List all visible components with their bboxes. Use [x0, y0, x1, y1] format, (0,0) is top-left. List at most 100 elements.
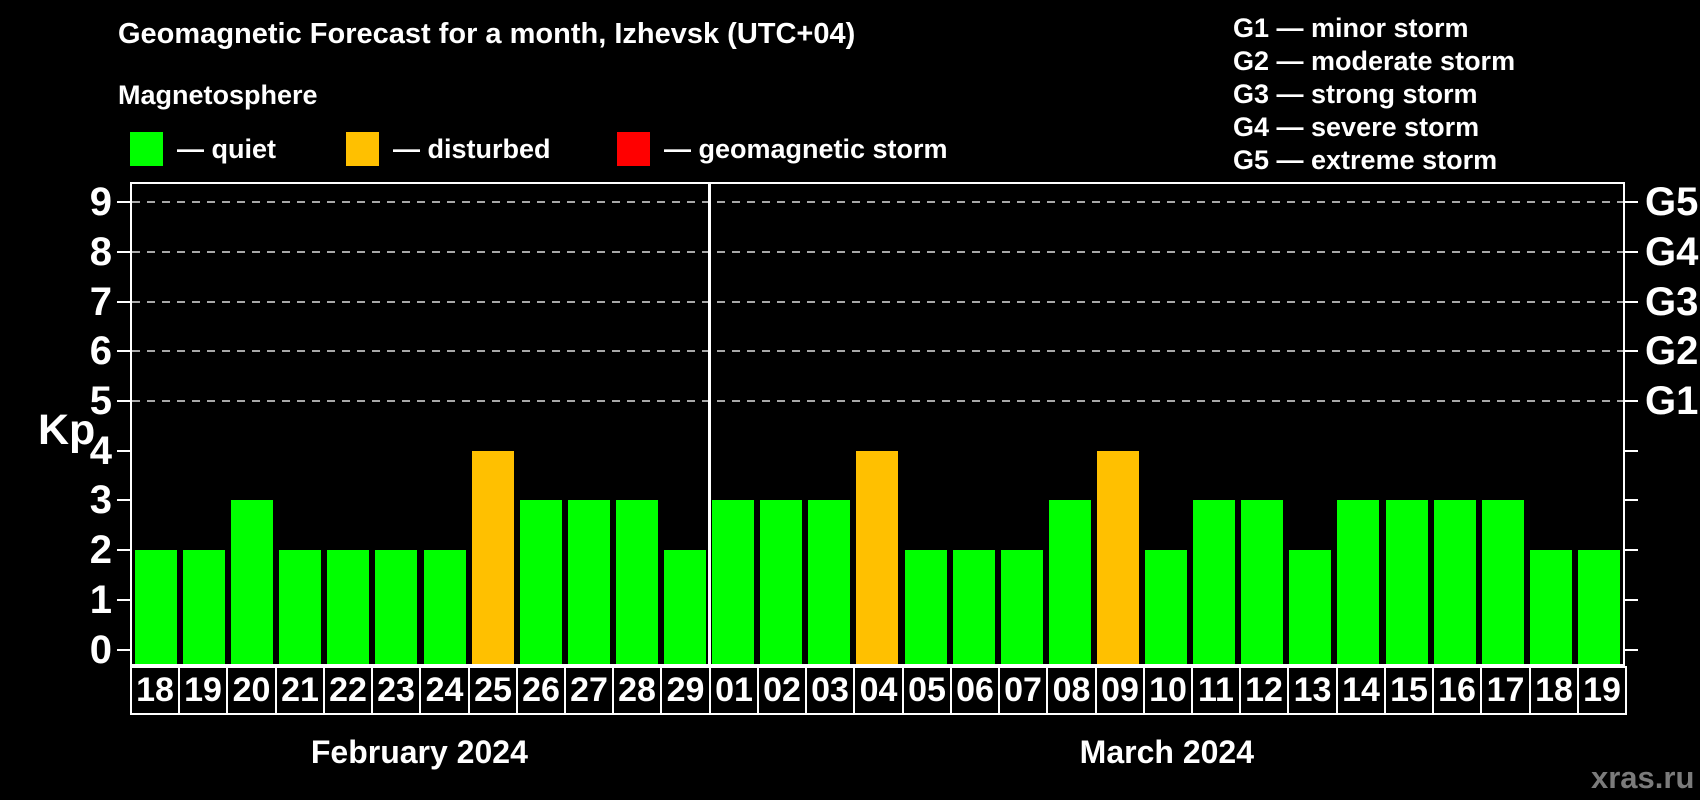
- date-cell: 29: [660, 666, 711, 715]
- g-legend-line-g4: G4 — severe storm: [1233, 112, 1480, 142]
- y-axis-tick: [117, 499, 130, 502]
- date-cell: 13: [1287, 666, 1338, 715]
- plot-area: [130, 182, 1625, 666]
- y-axis-tick: [117, 648, 130, 651]
- y-axis-tick-label: 9: [89, 180, 112, 225]
- g-scale-label-g4: G4: [1645, 229, 1699, 274]
- kp-bar: [327, 550, 370, 664]
- y-axis-tick-label: 2: [89, 528, 112, 573]
- legend-item-disturbed: — disturbed: [346, 131, 551, 167]
- kp-bar: [519, 500, 562, 664]
- y-axis-tick: [117, 250, 130, 253]
- gridline-kp7: [132, 300, 1623, 303]
- kp-bar: [1289, 550, 1332, 664]
- kp-bar: [1577, 550, 1620, 664]
- g-scale-label-g2: G2: [1645, 329, 1699, 374]
- date-cell: 21: [275, 666, 325, 715]
- g-scale-tick: [1625, 350, 1638, 353]
- storm-swatch: [617, 132, 650, 166]
- kp-bar: [1529, 550, 1572, 664]
- chart-subtitle: Magnetosphere: [118, 80, 318, 110]
- y-axis-tick-label: 0: [89, 627, 112, 672]
- kp-bar: [1337, 500, 1380, 664]
- kp-bar: [1096, 450, 1139, 664]
- quiet-swatch: [130, 132, 163, 166]
- kp-bar: [615, 500, 658, 664]
- date-cell: 15: [1384, 666, 1434, 715]
- kp-bar: [375, 550, 418, 664]
- disturbed-swatch: [346, 132, 379, 166]
- month-label-0: February 2024: [310, 734, 528, 770]
- date-cell: 10: [1143, 666, 1193, 715]
- kp-bar: [1385, 500, 1428, 664]
- kp-bar: [231, 500, 274, 664]
- g-scale-tick: [1625, 201, 1638, 204]
- g-scale-tick: [1625, 648, 1638, 651]
- gridline-kp6: [132, 350, 1623, 353]
- kp-bar: [760, 500, 803, 664]
- kp-bar: [183, 550, 226, 664]
- kp-bar: [471, 450, 514, 664]
- date-cell: 19: [178, 666, 228, 715]
- gridline-kp9: [132, 201, 1623, 204]
- date-cell: 18: [1529, 666, 1579, 715]
- kp-bar: [952, 550, 995, 664]
- g-scale-tick: [1625, 400, 1638, 402]
- date-axis: 18 19 20 21 22 23 24 25 26 27 28 29 01 02 03 04 05 06 07 08…: [130, 666, 1629, 715]
- g-scale-tick: [1625, 499, 1638, 502]
- y-axis-tick: [117, 300, 130, 303]
- chart-title: Geomagnetic Forecast for a month, Izhevs…: [118, 18, 856, 50]
- y-axis-tick: [117, 201, 130, 204]
- date-cell: 19: [1577, 666, 1627, 715]
- y-axis-tick-label: 1: [89, 577, 112, 622]
- kp-bar: [808, 500, 851, 664]
- kp-bar: [1193, 500, 1236, 664]
- legend-label-quiet: — quiet: [177, 133, 276, 164]
- g-scale-tick: [1625, 250, 1638, 253]
- date-cell: 24: [419, 666, 470, 715]
- watermark: xras.ru: [1591, 760, 1695, 795]
- g-scale-tick: [1625, 449, 1638, 452]
- date-cell: 20: [226, 666, 277, 715]
- y-axis-tick: [117, 400, 130, 402]
- kp-bar: [904, 550, 947, 664]
- y-axis-tick-label: 4: [89, 428, 112, 473]
- g-scale-tick: [1625, 300, 1638, 303]
- date-cell: 06: [950, 666, 1000, 715]
- g-legend-line-g1: G1 — minor storm: [1233, 13, 1469, 43]
- kp-bar: [1481, 500, 1524, 664]
- kp-bar: [1048, 500, 1091, 664]
- kp-bar: [135, 550, 177, 664]
- month-divider: [707, 184, 711, 664]
- legend-item-quiet: — quiet: [130, 131, 276, 167]
- legend-label-storm: — geomagnetic storm: [664, 133, 948, 164]
- date-cell: 28: [612, 666, 662, 715]
- g-scale-tick: [1625, 549, 1638, 552]
- date-cell: 01: [709, 666, 759, 715]
- y-axis-tick: [117, 350, 130, 353]
- date-cell: 09: [1095, 666, 1145, 715]
- kp-bar: [279, 550, 322, 664]
- date-cell: 12: [1239, 666, 1289, 715]
- gridline-kp5: [132, 400, 1623, 402]
- kp-bar: [423, 550, 466, 664]
- date-cell: 05: [902, 666, 952, 715]
- kp-axis-title: Kp: [38, 406, 96, 454]
- g-legend-line-g5: G5 — extreme storm: [1233, 145, 1498, 175]
- date-cell: 22: [323, 666, 373, 715]
- gridline-kp8: [132, 250, 1623, 253]
- y-axis-tick-label: 7: [89, 279, 112, 324]
- date-cell: 27: [564, 666, 614, 715]
- date-cell: 16: [1432, 666, 1482, 715]
- kp-bar: [1433, 500, 1476, 664]
- y-axis-tick: [117, 598, 130, 601]
- g-scale-label-g3: G3: [1645, 279, 1699, 324]
- date-cell: 26: [516, 666, 566, 715]
- g-scale-label-g1: G1: [1645, 379, 1699, 423]
- date-cell: 25: [468, 666, 518, 715]
- date-cell: 17: [1480, 666, 1531, 715]
- kp-bar: [664, 550, 707, 664]
- kp-bar: [856, 450, 899, 664]
- legend-item-storm: — geomagnetic storm: [617, 131, 948, 167]
